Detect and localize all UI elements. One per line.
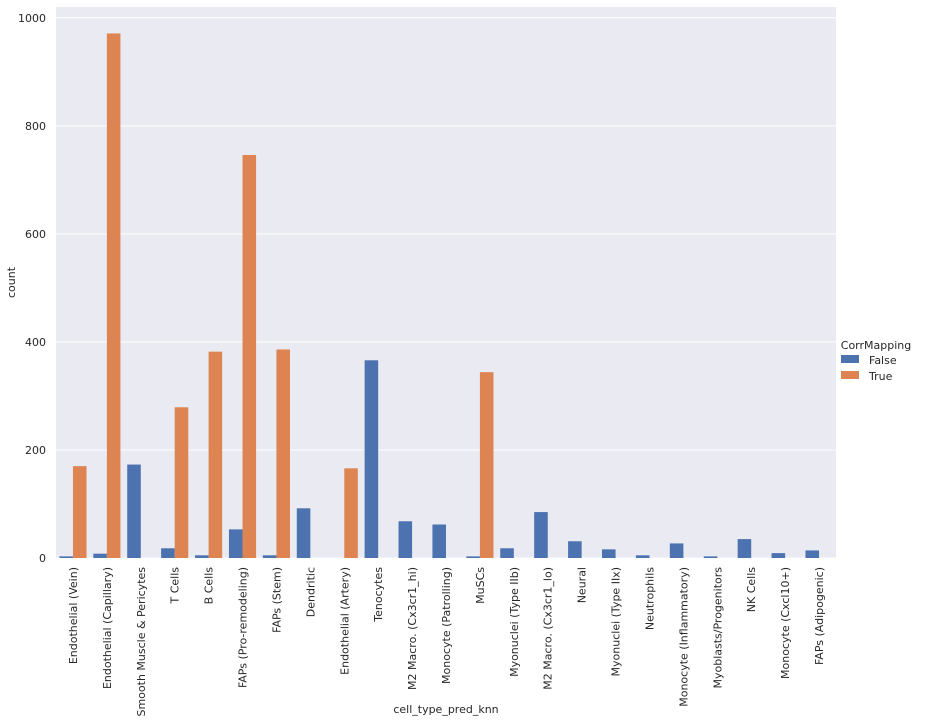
bar-false: [398, 521, 413, 558]
bar-true: [276, 349, 290, 558]
x-tick-label: NK Cells: [745, 567, 758, 612]
x-axis-label: cell_type_pred_knn: [393, 703, 498, 716]
bar-true: [344, 468, 358, 558]
bar-false: [93, 553, 107, 558]
x-tick-label: FAPs (Stem): [270, 567, 283, 633]
bar-false: [432, 524, 446, 558]
bars: [59, 33, 820, 559]
legend-swatch-true: [841, 371, 859, 379]
x-tick-label: Dendritic: [304, 567, 317, 617]
x-tick-label: Endothelial (Capillary): [101, 567, 114, 689]
y-tick-labels: 0 200 400 600 800 1000: [18, 12, 46, 565]
y-axis-label: count: [5, 266, 18, 298]
bar-false: [568, 541, 582, 558]
x-tick-label: Smooth Muscle & Pericytes: [135, 567, 148, 717]
bar-false: [127, 464, 141, 558]
x-tick-label: T Cells: [169, 567, 182, 605]
bar-true: [72, 466, 87, 558]
bar-false: [805, 550, 820, 558]
x-tick-label: Myoblasts/Progenitors: [711, 567, 724, 689]
bar-false: [296, 508, 311, 558]
x-tick-label: Neutrophils: [643, 567, 656, 630]
bar-false: [466, 556, 480, 558]
bar-false: [703, 556, 718, 558]
bar-false: [737, 539, 752, 558]
bar-false: [500, 548, 514, 558]
x-tick-labels: Endothelial (Vein) Endothelial (Capillary…: [67, 567, 826, 717]
bar-true: [106, 33, 121, 559]
legend-swatch-false: [841, 355, 859, 363]
x-tick-label: Tenocytes: [372, 567, 385, 623]
bar-false: [669, 543, 684, 558]
x-tick-label: Neural: [576, 567, 589, 603]
x-tick-label: Myonuclei (Type IIb): [508, 567, 521, 677]
x-tick-label: FAPs (Pro-remodeling): [237, 567, 250, 688]
bar-false: [534, 512, 548, 558]
bar-false: [195, 555, 209, 558]
legend: CorrMapping False True: [841, 339, 911, 383]
x-tick-label: M2 Macro. (Cx3cr1_hi): [406, 567, 419, 690]
bar-true: [208, 351, 223, 558]
bar-false: [228, 529, 243, 558]
x-tick-label: Monocyte (Patrolling): [440, 567, 453, 684]
bar-false: [262, 555, 277, 558]
bar-true: [174, 407, 189, 558]
y-tick-label: 200: [25, 444, 46, 457]
y-tick-label: 800: [25, 120, 46, 133]
x-tick-label: B Cells: [203, 567, 216, 605]
y-tick-label: 600: [25, 228, 46, 241]
plot-background: [56, 7, 836, 558]
x-tick-label: M2 Macro. (Cx3cr1_lo): [542, 567, 555, 690]
bar-true: [479, 372, 494, 558]
x-tick-label: Monocyte (Inflammatory): [677, 567, 690, 707]
x-tick-label: MuSCs: [474, 567, 487, 604]
x-tick-label: Endothelial (Artery): [338, 567, 351, 675]
bar-true: [242, 155, 257, 558]
y-tick-label: 400: [25, 336, 46, 349]
bar-false: [771, 553, 786, 558]
bar-false: [635, 555, 650, 558]
y-tick-label: 0: [39, 552, 46, 565]
legend-label: True: [868, 370, 893, 383]
bar-false: [161, 548, 175, 558]
x-tick-label: Endothelial (Vein): [67, 567, 80, 664]
x-tick-label: FAPs (Adipogenic): [813, 567, 826, 665]
bar-false: [364, 360, 379, 558]
x-tick-label: Monocyte (Cxcl10+): [779, 567, 792, 679]
bar-false: [602, 549, 616, 558]
legend-label: False: [869, 354, 897, 367]
bar-false: [59, 556, 73, 558]
x-tick-label: Myonuclei (Type IIx): [610, 567, 623, 676]
legend-title: CorrMapping: [841, 339, 911, 352]
y-tick-label: 1000: [18, 12, 46, 25]
